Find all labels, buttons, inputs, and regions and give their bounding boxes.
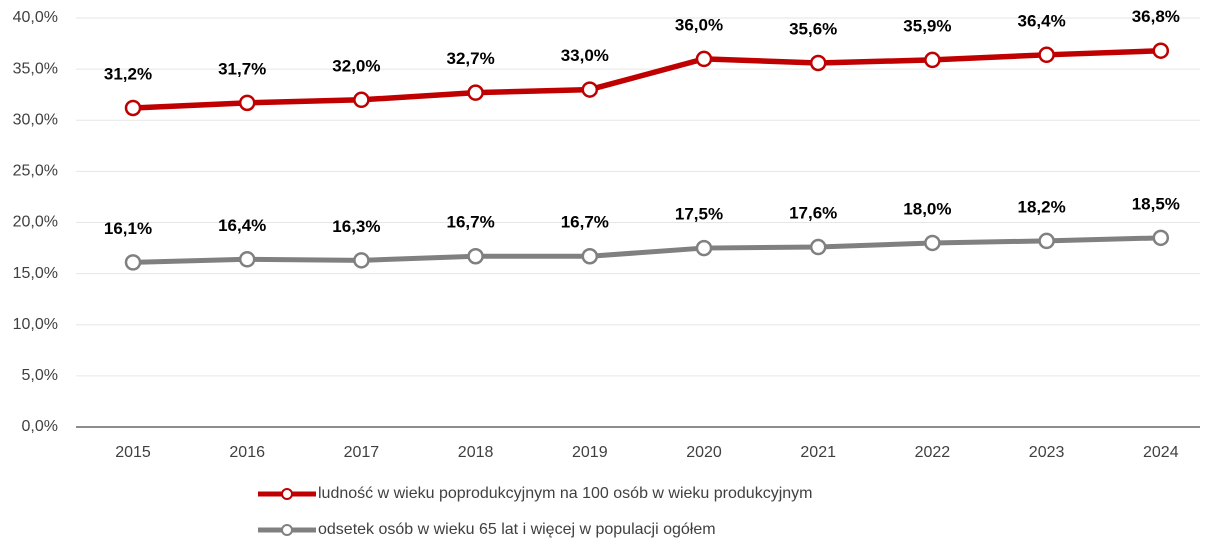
point-marker [1152, 42, 1170, 59]
point-marker [581, 81, 599, 98]
series-line [132, 235, 1161, 265]
point-marker [124, 99, 142, 117]
legend-marker [281, 488, 293, 500]
legend-label: odsetek osób w wieku 65 lat i więcej w p… [318, 521, 716, 538]
data-label: 16,3% [332, 217, 380, 236]
y-tick-label: 40,0% [13, 9, 58, 26]
point-marker [1152, 229, 1170, 247]
data-label: 16,7% [446, 213, 494, 232]
data-label: 32,7% [446, 49, 494, 68]
series-line [132, 47, 1161, 111]
point-marker [809, 238, 827, 256]
data-label: 16,1% [104, 219, 152, 238]
x-tick-label: 2020 [686, 444, 722, 461]
point-marker [353, 252, 370, 269]
y-tick-label: 25,0% [13, 163, 58, 180]
x-tick-label: 2023 [1029, 444, 1065, 461]
x-tick-label: 2015 [115, 444, 151, 461]
point-marker [238, 94, 256, 112]
y-tick-label: 35,0% [13, 60, 58, 77]
x-tick-label: 2016 [229, 444, 265, 461]
point-marker [695, 50, 713, 68]
y-tick-label: 15,0% [13, 265, 58, 282]
data-label: 18,0% [903, 199, 951, 218]
data-label: 18,2% [1017, 197, 1065, 216]
x-tick-label: 2021 [800, 444, 836, 461]
data-label: 35,9% [903, 16, 951, 35]
y-tick-label: 30,0% [13, 111, 58, 128]
data-label: 33,0% [561, 46, 609, 65]
data-label: 17,5% [675, 205, 723, 224]
point-marker [1038, 232, 1055, 250]
data-label: 17,6% [789, 204, 837, 223]
legend-marker [281, 524, 293, 536]
data-label: 36,8% [1132, 7, 1180, 26]
point-marker [124, 254, 142, 271]
point-marker [1038, 46, 1055, 64]
point-marker [238, 251, 256, 268]
point-marker [467, 84, 484, 101]
data-label: 36,4% [1017, 11, 1065, 30]
point-marker [695, 239, 713, 257]
x-tick-label: 2024 [1143, 444, 1179, 461]
point-marker [924, 51, 941, 69]
data-label: 31,7% [218, 59, 266, 78]
x-tick-label: 2022 [915, 444, 951, 461]
x-tick-label: 2019 [572, 444, 608, 461]
point-marker [809, 54, 827, 72]
data-label: 18,5% [1132, 194, 1180, 213]
data-label: 36,0% [675, 15, 723, 34]
data-label: 35,6% [789, 19, 837, 38]
x-tick-label: 2017 [344, 444, 380, 461]
data-label: 31,2% [104, 64, 152, 83]
data-label: 32,0% [332, 56, 380, 75]
point-marker [353, 91, 370, 109]
y-tick-label: 20,0% [13, 214, 58, 231]
x-tick-label: 2018 [458, 444, 494, 461]
y-tick-label: 5,0% [22, 367, 58, 384]
legend-label: ludność w wieku poprodukcyjnym na 100 os… [318, 485, 812, 502]
point-marker [581, 247, 599, 265]
point-marker [924, 234, 941, 252]
data-label: 16,7% [561, 213, 609, 232]
data-label: 16,4% [218, 216, 266, 235]
y-tick-label: 10,0% [13, 316, 58, 333]
y-tick-label: 0,0% [22, 418, 58, 435]
point-marker [467, 247, 484, 265]
